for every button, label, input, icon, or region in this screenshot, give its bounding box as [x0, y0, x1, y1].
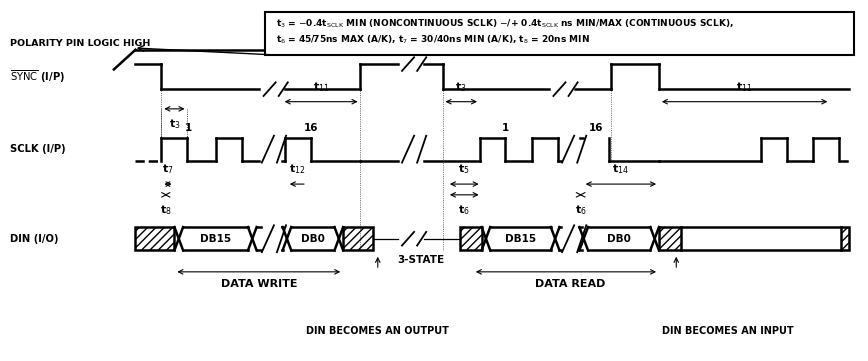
Text: t$_3$: t$_3$ — [456, 80, 467, 94]
Bar — [343, 227, 373, 250]
Text: t$_{11}$: t$_{11}$ — [312, 80, 329, 94]
Bar — [659, 227, 681, 250]
Text: t$_3$ = $-$0.4t$_{\mathrm{SCLK}}$ MIN (NONCONTINUOUS SCLK) $-$/+ 0.4t$_{\mathrm{: t$_3$ = $-$0.4t$_{\mathrm{SCLK}}$ MIN (N… — [276, 18, 733, 30]
Text: DIN BECOMES AN INPUT: DIN BECOMES AN INPUT — [662, 326, 794, 336]
Text: 16: 16 — [589, 123, 603, 133]
Text: t$_6$: t$_6$ — [575, 203, 587, 217]
Text: t$_6$: t$_6$ — [458, 203, 470, 217]
Text: t$_{11}$: t$_{11}$ — [736, 80, 753, 94]
Text: t$_3$: t$_3$ — [168, 117, 181, 131]
Text: DB0: DB0 — [608, 234, 631, 244]
Text: DB0: DB0 — [301, 234, 325, 244]
Text: t$_7$: t$_7$ — [162, 162, 174, 176]
Text: POLARITY PIN LOGIC HIGH: POLARITY PIN LOGIC HIGH — [10, 39, 150, 48]
Text: DB15: DB15 — [200, 234, 231, 244]
Text: DIN BECOMES AN OUTPUT: DIN BECOMES AN OUTPUT — [306, 326, 450, 336]
Bar — [840, 227, 849, 250]
Text: DIN (I/O): DIN (I/O) — [10, 234, 58, 244]
Text: t$_6$ = 45/75ns MAX (A/K), t$_7$ = 30/40ns MIN (A/K), t$_8$ = 20ns MIN: t$_6$ = 45/75ns MAX (A/K), t$_7$ = 30/40… — [276, 34, 589, 46]
Text: t$_5$: t$_5$ — [458, 162, 470, 176]
Text: DATA READ: DATA READ — [535, 279, 606, 289]
Bar — [135, 227, 174, 250]
Text: t$_8$: t$_8$ — [160, 203, 172, 217]
Text: DB15: DB15 — [505, 234, 536, 244]
Text: 3-STATE: 3-STATE — [398, 255, 444, 265]
Text: t$_{12}$: t$_{12}$ — [288, 162, 306, 176]
Text: 16: 16 — [304, 123, 319, 133]
Text: $\overline{\mathrm{SYNC}}$ (I/P): $\overline{\mathrm{SYNC}}$ (I/P) — [10, 68, 65, 85]
Text: 1: 1 — [503, 123, 510, 133]
Bar — [460, 227, 482, 250]
Text: 1: 1 — [185, 123, 193, 133]
Bar — [266, 12, 853, 55]
Text: t$_{14}$: t$_{14}$ — [613, 162, 629, 176]
Text: DATA WRITE: DATA WRITE — [220, 279, 297, 289]
Text: SCLK (I/P): SCLK (I/P) — [10, 144, 66, 154]
